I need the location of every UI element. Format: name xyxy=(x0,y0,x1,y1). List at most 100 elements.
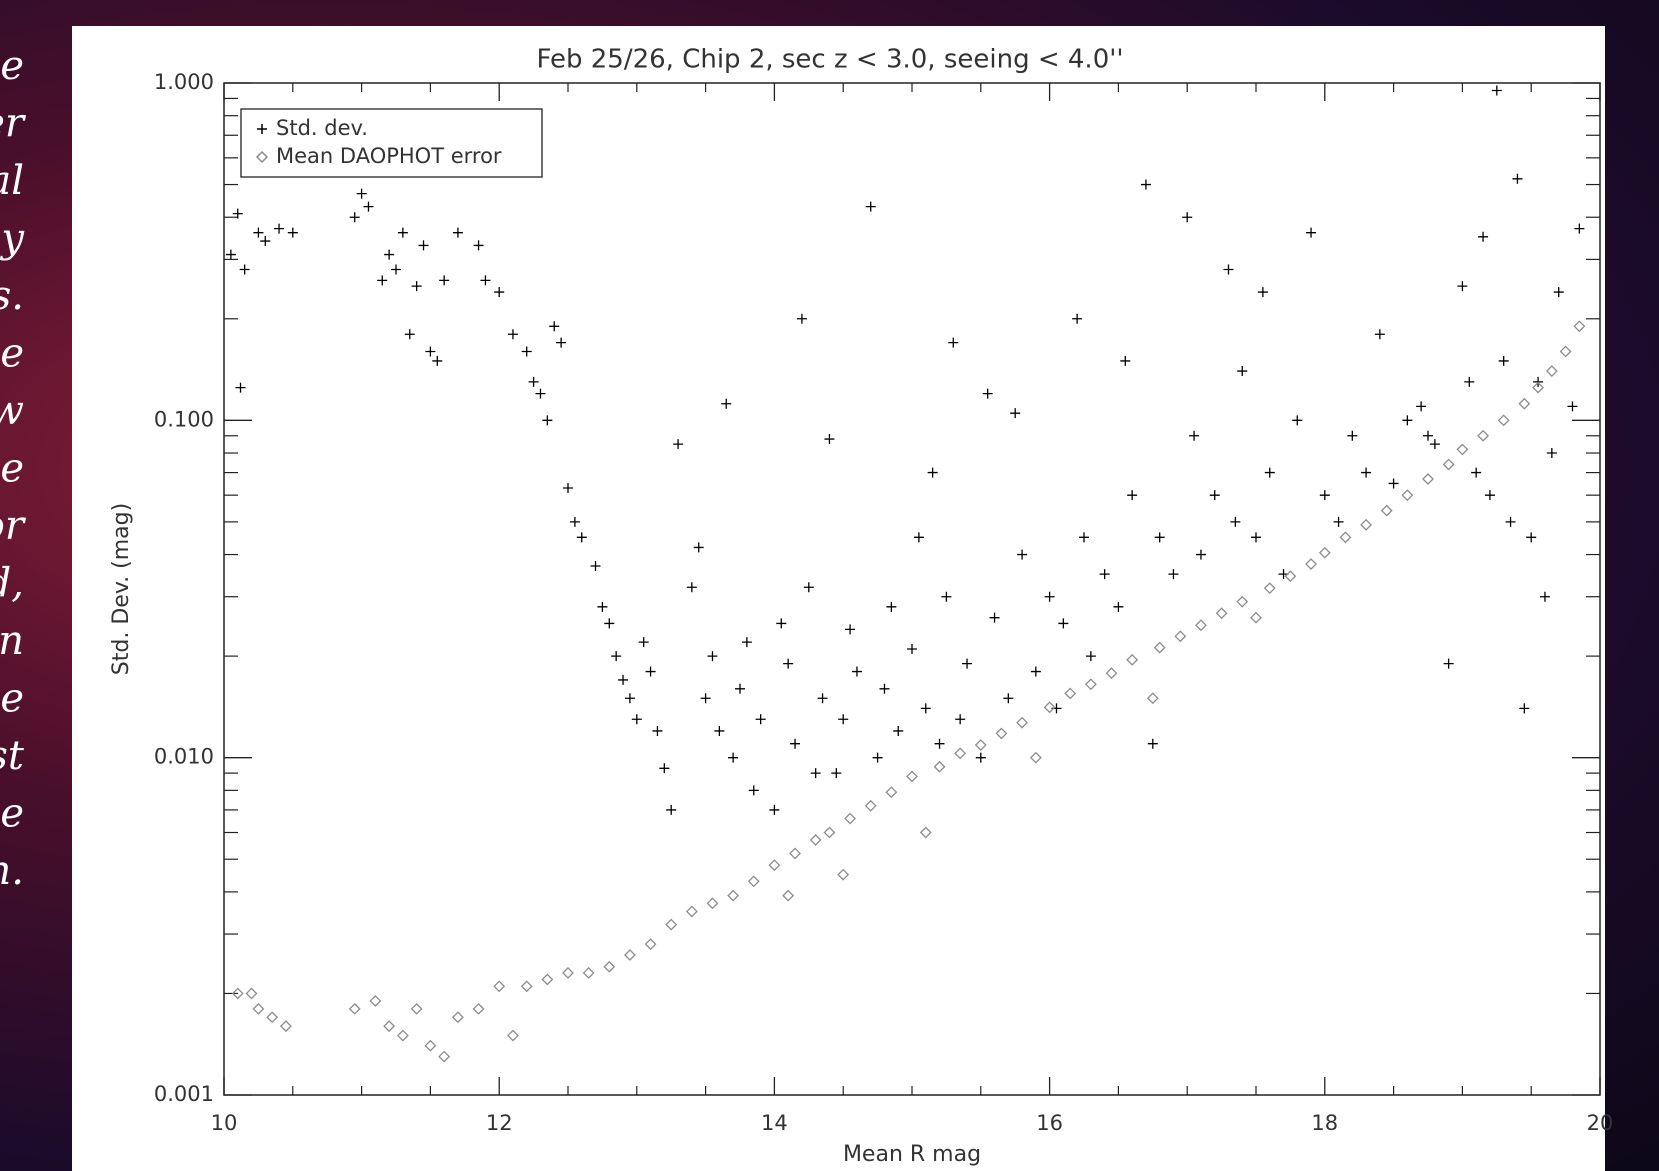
side-text: or xyxy=(0,503,27,549)
plus-point xyxy=(590,560,601,571)
plus-point xyxy=(913,532,924,543)
plus-point xyxy=(803,582,814,593)
diamond-point xyxy=(906,770,918,783)
plus-point xyxy=(274,223,285,234)
plus-point xyxy=(893,725,904,736)
plus-point xyxy=(239,264,250,275)
plus-point xyxy=(1423,430,1433,441)
plus-point xyxy=(652,725,663,736)
plus-point xyxy=(397,227,408,238)
plus-point xyxy=(1079,532,1089,543)
plus-point xyxy=(1292,415,1303,426)
diamond-point xyxy=(823,826,836,839)
plus-point xyxy=(1251,532,1261,543)
plus-point xyxy=(1195,549,1206,560)
plus-point xyxy=(1113,601,1124,612)
diamond-point xyxy=(747,875,760,888)
plus-point xyxy=(1257,287,1268,298)
legend-marker xyxy=(255,150,269,164)
side-text: al xyxy=(0,158,24,204)
plus-point xyxy=(638,637,649,648)
side-text: st xyxy=(0,733,25,779)
diamond-point xyxy=(1305,558,1317,570)
diamond-point xyxy=(1497,414,1510,427)
diamond-point xyxy=(837,868,850,881)
diamond-point xyxy=(493,980,506,993)
diamond-point xyxy=(1518,397,1531,410)
diamond-point xyxy=(1545,365,1558,377)
plus-point xyxy=(1306,227,1317,238)
side-text: e xyxy=(0,331,24,377)
diamond-point xyxy=(1153,641,1166,654)
plus-point xyxy=(790,738,801,749)
plus-point xyxy=(755,714,766,725)
plus-point xyxy=(700,693,711,704)
x-tick-label: 20 xyxy=(1587,1111,1614,1135)
plus-point xyxy=(569,516,580,527)
plus-point xyxy=(377,275,388,286)
diamond-point xyxy=(1339,531,1352,544)
diamond-point xyxy=(706,897,719,910)
plus-point xyxy=(597,601,608,612)
chart-title: Feb 25/26, Chip 2, sec z < 3.0, seeing <… xyxy=(536,45,1123,75)
plus-point xyxy=(349,212,360,223)
plus-point xyxy=(941,591,952,602)
plus-point xyxy=(728,752,739,763)
side-text: w xyxy=(0,388,24,434)
plus-point xyxy=(535,388,546,399)
plus-point xyxy=(1526,532,1537,543)
plus-point xyxy=(1209,490,1220,501)
plus-point xyxy=(645,666,656,677)
plus-point xyxy=(838,714,849,725)
y-tick-label: 1.000 xyxy=(154,70,214,94)
plus-point xyxy=(1237,366,1248,377)
y-tick-label: 0.010 xyxy=(154,745,214,769)
x-tick-label: 18 xyxy=(1311,1111,1338,1135)
plus-point xyxy=(1147,738,1158,749)
plus-point xyxy=(982,388,993,399)
plus-point xyxy=(1478,231,1489,242)
plus-point xyxy=(624,693,635,704)
diamond-point xyxy=(452,1011,464,1024)
plus-point xyxy=(1182,212,1193,223)
plus-point xyxy=(1443,658,1454,669)
plus-point xyxy=(1491,85,1502,96)
plus-point xyxy=(879,683,890,694)
plus-point xyxy=(1553,287,1564,298)
diamond-point xyxy=(727,889,740,902)
x-axis-label: Mean R mag xyxy=(843,1142,981,1167)
side-text: le xyxy=(0,43,24,89)
plus-point xyxy=(886,601,897,612)
plus-point xyxy=(232,208,243,219)
plus-point xyxy=(1072,313,1083,324)
plus-point xyxy=(1388,478,1399,489)
plus-point xyxy=(556,337,567,348)
plus-point xyxy=(845,624,856,635)
plus-point xyxy=(287,227,298,238)
plus-point xyxy=(962,658,973,669)
plus-point xyxy=(1010,408,1021,419)
plus-point xyxy=(432,355,443,366)
plus-point xyxy=(604,618,615,629)
diamond-point xyxy=(1215,607,1228,620)
diamond-point xyxy=(603,960,616,973)
diamond-point xyxy=(472,1002,485,1015)
plus-point xyxy=(631,714,642,725)
side-text: s. xyxy=(0,273,24,319)
plus-point xyxy=(1168,569,1179,580)
plus-point xyxy=(1539,591,1550,602)
diamond-point xyxy=(1318,546,1331,559)
diamond-point xyxy=(782,889,795,902)
diamond-point xyxy=(974,739,987,751)
plus-point xyxy=(1127,490,1138,501)
y-axis-label: Std. Dev. (mag) xyxy=(109,503,134,675)
diamond-point xyxy=(266,1011,279,1024)
plus-point xyxy=(225,249,236,260)
diamond-point xyxy=(383,1020,396,1033)
diamond-point xyxy=(1559,345,1572,358)
plus-point xyxy=(741,637,752,648)
plus-point xyxy=(659,763,670,774)
plus-point xyxy=(480,275,491,286)
plus-point xyxy=(1512,173,1523,184)
diamond-point xyxy=(933,760,946,773)
